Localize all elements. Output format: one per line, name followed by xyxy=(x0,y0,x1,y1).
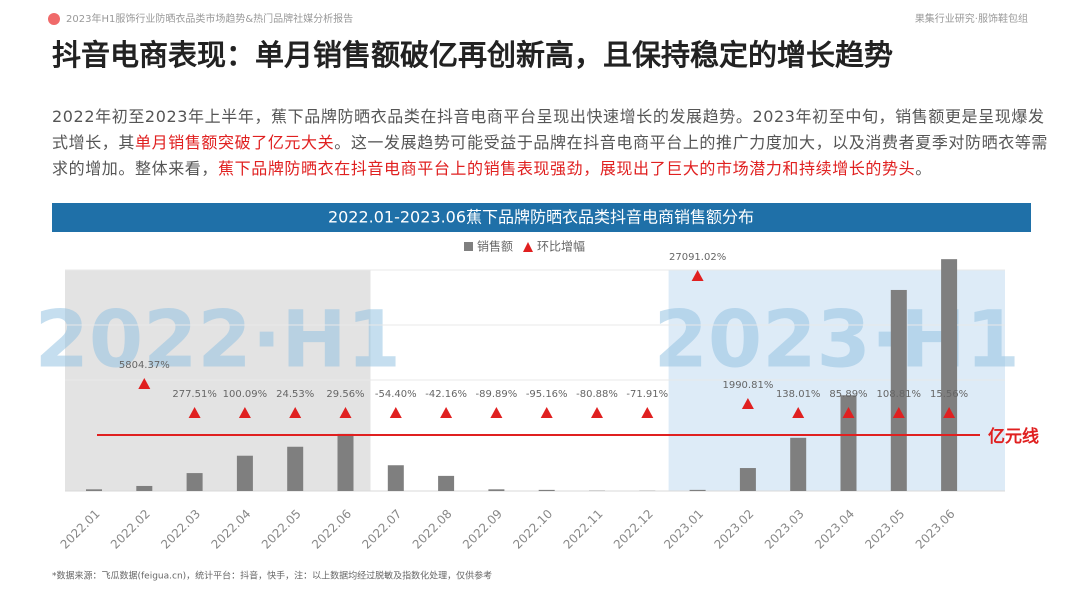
x-tick-label: 2022.05 xyxy=(259,507,304,552)
x-tick-label: 2022.12 xyxy=(611,507,656,552)
growth-label: 15.56% xyxy=(930,389,968,400)
growth-marker xyxy=(691,270,704,281)
growth-label: 108.81% xyxy=(877,389,922,400)
report-name: 2023年H1服饰行业防晒衣品类市场趋势&热门品牌社媒分析报告 xyxy=(66,12,353,25)
x-tick-label: 2022.09 xyxy=(460,507,505,552)
growth-label: 100.09% xyxy=(223,389,268,400)
body-text: 。 xyxy=(915,159,932,178)
growth-label: -71.91% xyxy=(626,389,668,400)
org-name: 果集行业研究·服饰鞋包组 xyxy=(915,12,1028,25)
bar xyxy=(86,489,102,491)
x-tick-label: 2022.03 xyxy=(158,507,203,552)
growth-marker xyxy=(943,407,956,418)
bar xyxy=(387,465,404,491)
legend-label: 销售额 xyxy=(477,239,513,254)
growth-marker xyxy=(238,407,251,418)
reference-label: 亿元线 xyxy=(988,426,1039,447)
growth-label: 29.56% xyxy=(326,389,364,400)
x-tick-label: 2022.04 xyxy=(209,507,254,552)
growth-marker xyxy=(138,378,151,389)
growth-label: 138.01% xyxy=(776,389,821,400)
growth-marker xyxy=(440,407,453,418)
growth-marker xyxy=(389,407,402,418)
x-tick-label: 2023.06 xyxy=(913,507,958,552)
x-tick-label: 2022.07 xyxy=(359,507,404,552)
growth-label: 277.51% xyxy=(172,389,217,400)
x-tick-label: 2022.01 xyxy=(58,507,103,552)
growth-marker xyxy=(540,407,553,418)
bar xyxy=(941,259,958,491)
chart-title-bar xyxy=(52,203,1031,232)
bar xyxy=(287,446,304,491)
bar xyxy=(890,289,907,491)
growth-label: 27091.02% xyxy=(669,252,726,263)
paragraph: 2022年初至2023年上半年，蕉下品牌防晒衣品类在抖音电商平台呈现出快速增长的… xyxy=(52,104,1052,182)
bar xyxy=(136,485,153,491)
legend-label: 环比增幅 xyxy=(537,239,585,254)
x-tick-label: 2022.08 xyxy=(410,507,455,552)
x-tick-label: 2023.04 xyxy=(812,507,857,552)
bar xyxy=(689,489,706,491)
x-tick-label: 2023.03 xyxy=(762,507,807,552)
growth-label: -54.40% xyxy=(375,389,417,400)
growth-marker xyxy=(339,407,352,418)
region-label: 2022·H1 xyxy=(35,295,401,385)
x-tick-label: 2022.06 xyxy=(309,507,354,552)
body-text: 2022年初至2023年上半年，蕉下品牌防晒衣品类在抖音电商平台呈现出快速增长的… xyxy=(52,107,1045,152)
region-label: 2023·H1 xyxy=(654,295,1020,385)
bar xyxy=(236,455,253,491)
growth-marker xyxy=(188,407,201,418)
bar xyxy=(538,489,555,491)
emphasis-text: 蕉下品牌防晒衣在抖音电商平台上的销售表现强劲，展现出了巨大的市场潜力和持续增长的… xyxy=(218,159,916,178)
legend-swatch xyxy=(464,242,473,251)
growth-label: -80.88% xyxy=(576,389,618,400)
growth-label: -95.16% xyxy=(526,389,568,400)
bar xyxy=(186,473,203,491)
growth-marker xyxy=(641,407,654,418)
growth-marker xyxy=(490,407,503,418)
bar xyxy=(739,468,756,491)
growth-label: 24.53% xyxy=(276,389,314,400)
x-tick-label: 2022.02 xyxy=(108,507,153,552)
growth-label: 1990.81% xyxy=(722,380,773,391)
growth-marker xyxy=(591,407,603,418)
growth-label: -89.89% xyxy=(476,389,518,400)
emphasis-text: 单月销售额突破了亿元大关 xyxy=(135,133,335,152)
x-tick-label: 2022.10 xyxy=(510,507,555,552)
growth-label: 85.89% xyxy=(829,389,867,400)
slide-title: 抖音电商表现：单月销售额破亿再创新高，且保持稳定的增长趋势 xyxy=(52,38,893,72)
bar xyxy=(438,475,455,491)
growth-marker xyxy=(792,407,805,418)
x-tick-label: 2023.02 xyxy=(712,507,757,552)
x-tick-label: 2022.11 xyxy=(561,507,606,552)
source-note: *数据来源：飞瓜数据(feigua.cn)，统计平台：抖音，快手，注：以上数据均… xyxy=(52,570,492,582)
logo xyxy=(48,13,60,25)
x-tick-label: 2023.01 xyxy=(661,507,706,552)
bar xyxy=(790,437,807,491)
growth-marker xyxy=(741,398,754,409)
legend-swatch xyxy=(523,242,533,252)
bar xyxy=(488,489,505,491)
bar xyxy=(337,433,354,491)
bar xyxy=(840,395,857,491)
growth-marker xyxy=(892,407,905,418)
body-text: 。这一发展趋势可能受益于品牌在抖音电商平台上的推广力度加大，以及消费者夏季对防晒… xyxy=(52,133,1049,178)
x-tick-label: 2023.05 xyxy=(862,507,907,552)
growth-label: 5804.37% xyxy=(119,360,170,371)
growth-marker xyxy=(289,407,302,418)
growth-marker xyxy=(842,407,855,418)
growth-label: -42.16% xyxy=(425,389,467,400)
chart-title: 2022.01-2023.06蕉下品牌防晒衣品类抖音电商销售额分布 xyxy=(328,208,754,227)
